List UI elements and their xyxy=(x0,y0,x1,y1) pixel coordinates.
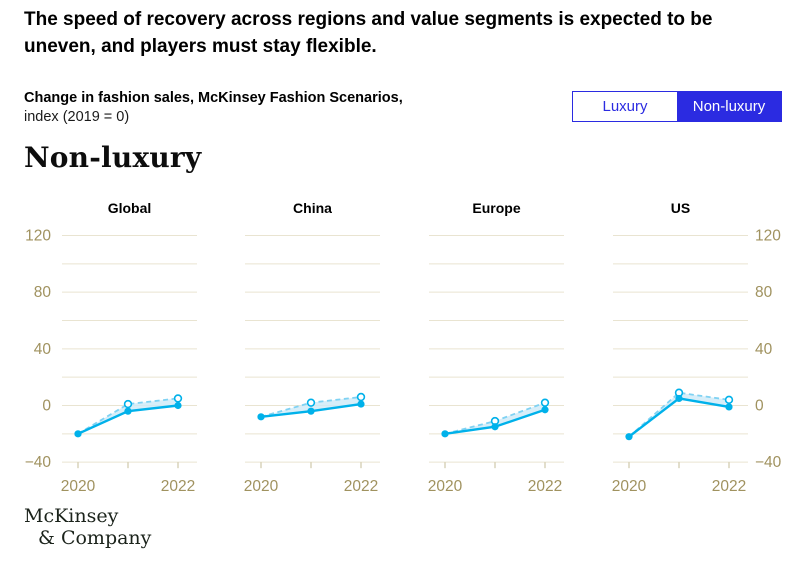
y-axis-label-left: 80 xyxy=(34,284,52,301)
logo-line2: & Company xyxy=(38,527,152,549)
chart-canvas: Global 2020 2022 China 2020 2022 Europe 2020 202… xyxy=(25,200,782,495)
x-tick-label: 2020 xyxy=(612,478,647,495)
x-tick-label: 2020 xyxy=(61,478,96,495)
y-axis-label-right: 80 xyxy=(755,284,773,301)
logo-line1: McKinsey xyxy=(24,505,119,527)
chart-subtitle-line2: index (2019 = 0) xyxy=(24,109,130,125)
y-axis-label-right: 120 xyxy=(755,227,781,244)
x-tick-label: 2022 xyxy=(712,478,746,495)
chart-subtitle-line1: Change in fashion sales, McKinsey Fashio… xyxy=(24,90,403,106)
y-axis-label-left: 0 xyxy=(42,398,51,415)
chart-panel-europe: Europe 2020 2022 xyxy=(428,200,564,495)
y-axis-label-left: 40 xyxy=(34,341,52,358)
x-tick-label: 2022 xyxy=(344,478,378,495)
panel-title: US xyxy=(671,200,690,216)
small-multiples-line-chart: Global 2020 2022 China 2020 2022 Europe 2020 202… xyxy=(0,195,798,505)
toggle-non-luxury-button[interactable]: Non-luxury xyxy=(677,92,781,121)
panel-title: Global xyxy=(108,200,152,216)
chart-panel-china: China 2020 2022 xyxy=(244,200,380,495)
chart-subtitle: Change in fashion sales, McKinsey Fashio… xyxy=(24,89,544,127)
y-axis-label-right: −40 xyxy=(755,454,782,471)
x-tick-label: 2022 xyxy=(528,478,562,495)
y-axis-label-right: 40 xyxy=(755,341,773,358)
x-tick-label: 2022 xyxy=(161,478,195,495)
x-tick-label: 2020 xyxy=(244,478,279,495)
section-heading: Non-luxury xyxy=(24,141,202,174)
panel-title: China xyxy=(293,200,332,216)
exhibit-title: The speed of recovery across regions and… xyxy=(24,9,713,57)
x-tick-label: 2020 xyxy=(428,478,463,495)
y-axis-label-right: 0 xyxy=(755,398,764,415)
chart-panel-global: Global 2020 2022 xyxy=(61,200,197,495)
toggle-luxury-button[interactable]: Luxury xyxy=(573,92,677,121)
y-axis-label-left: 120 xyxy=(25,227,51,244)
mckinsey-logo: McKinsey & Company xyxy=(24,505,151,549)
segment-toggle: Luxury Non-luxury xyxy=(572,91,782,122)
y-axis-label-left: −40 xyxy=(25,454,52,471)
panel-title: Europe xyxy=(472,200,520,216)
chart-panel-us: US 2020 2022 xyxy=(612,200,748,495)
